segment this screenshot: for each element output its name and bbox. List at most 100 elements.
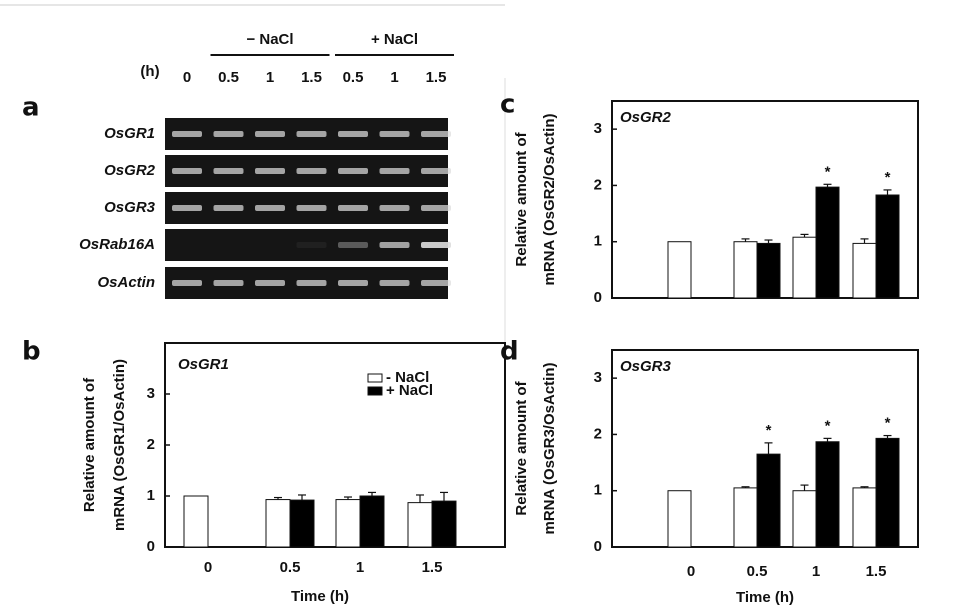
chart-title: OsGR1 [178, 356, 229, 373]
y-axis-label: mRNA (OsGR1/OsActin) [111, 359, 128, 531]
unit-label: (h) [140, 63, 159, 80]
band [379, 131, 410, 137]
x-tick-label: 1 [812, 563, 820, 580]
band [338, 131, 368, 137]
chart-title: OsGR3 [620, 358, 672, 375]
y-tick-label: 1 [594, 233, 602, 250]
significance-mark: * [766, 422, 772, 439]
lane-label: 0.5 [218, 69, 239, 86]
lane-label: 1 [266, 69, 274, 86]
band [213, 205, 244, 211]
band [421, 131, 451, 137]
lane-label: 0 [183, 69, 191, 86]
y-axis-label: mRNA (OsGR2/OsActin) [541, 114, 558, 286]
y-axis-label: Relative amount of [513, 380, 530, 515]
panel-label: a [22, 93, 40, 123]
bar [335, 499, 361, 548]
bar [359, 495, 385, 548]
panel-label: c [500, 90, 515, 120]
band [255, 168, 285, 174]
group-label: − NaCl [246, 31, 293, 48]
y-tick-label: 0 [594, 289, 602, 306]
band [172, 205, 202, 211]
panel-label: d [500, 337, 519, 367]
x-axis-label: Time (h) [736, 589, 794, 606]
band [421, 242, 451, 248]
bar [815, 186, 840, 299]
band [421, 280, 451, 286]
band [338, 168, 368, 174]
x-axis-label: Time (h) [291, 588, 349, 605]
lane-label: 1 [390, 69, 398, 86]
band [379, 168, 410, 174]
y-tick-label: 3 [594, 120, 602, 137]
band [172, 131, 202, 137]
bar [875, 194, 900, 299]
bar [792, 490, 817, 548]
band [338, 242, 368, 248]
band [213, 168, 244, 174]
band [172, 168, 202, 174]
chart-title: OsGR2 [620, 109, 672, 126]
band [213, 280, 244, 286]
band [379, 242, 410, 248]
x-tick-label: 0.5 [747, 563, 768, 580]
y-tick-label: 3 [594, 369, 602, 386]
legend-label: - NaCl [386, 369, 429, 386]
band [255, 131, 285, 137]
y-tick-label: 0 [594, 538, 602, 555]
x-tick-label: 1 [356, 559, 364, 576]
bar [667, 490, 692, 548]
y-axis-label: mRNA (OsGR3/OsActin) [541, 363, 558, 535]
band [338, 205, 368, 211]
panel-label: b [22, 337, 41, 367]
gene-label: OsGR3 [104, 199, 156, 216]
bar [407, 502, 433, 548]
group-label: + NaCl [371, 31, 418, 48]
bar [733, 487, 758, 548]
bar [875, 437, 900, 548]
bar [815, 441, 840, 548]
band [421, 168, 451, 174]
band [296, 205, 327, 211]
band [296, 280, 327, 286]
gene-label: OsGR1 [104, 125, 155, 142]
band [379, 280, 410, 286]
significance-mark: * [825, 417, 831, 434]
bar [289, 499, 315, 548]
bar [667, 241, 692, 299]
bar [792, 236, 817, 299]
lane-label: 1.5 [301, 69, 322, 86]
band [255, 205, 285, 211]
band [213, 131, 244, 137]
y-tick-label: 2 [147, 436, 155, 453]
x-tick-label: 0.5 [280, 559, 301, 576]
band [296, 131, 327, 137]
y-tick-label: 3 [147, 385, 155, 402]
legend-swatch [367, 386, 383, 396]
bar [852, 487, 877, 548]
significance-mark: * [825, 163, 831, 180]
bar [265, 499, 291, 548]
lane-label: 0.5 [343, 69, 364, 86]
band [172, 280, 202, 286]
y-tick-label: 2 [594, 176, 602, 193]
x-tick-label: 0 [204, 559, 212, 576]
gene-label: OsRab16A [79, 236, 155, 253]
y-tick-label: 1 [147, 487, 155, 504]
x-tick-label: 0 [687, 563, 695, 580]
bar [431, 500, 457, 548]
legend-label: + NaCl [386, 382, 433, 399]
lane-label: 1.5 [426, 69, 447, 86]
y-tick-label: 0 [147, 538, 155, 555]
band [379, 205, 410, 211]
x-tick-label: 1.5 [422, 559, 443, 576]
bar [756, 453, 781, 548]
bar [733, 241, 758, 299]
bar [756, 242, 781, 299]
y-axis-label: Relative amount of [513, 131, 530, 266]
band [338, 280, 368, 286]
bar [183, 495, 209, 548]
gene-label: OsGR2 [104, 162, 156, 179]
